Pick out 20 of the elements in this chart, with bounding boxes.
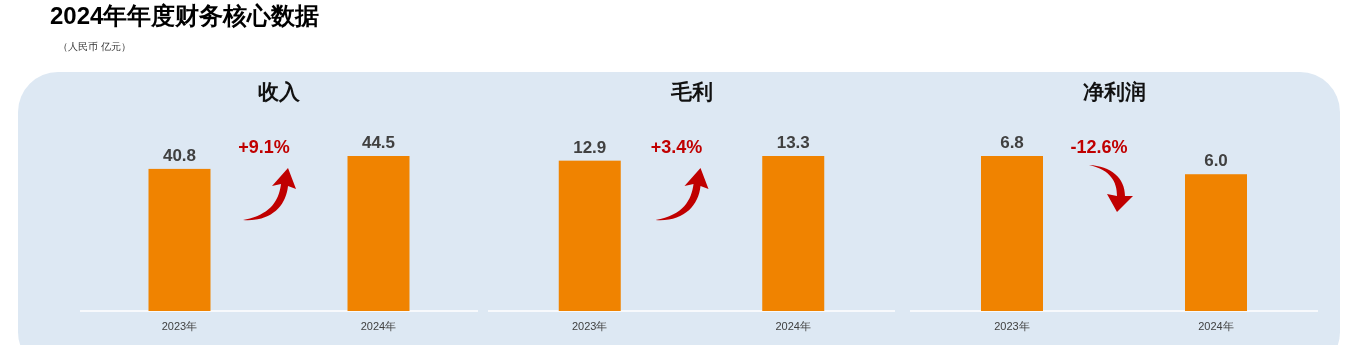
annotation: +3.4% <box>650 137 703 157</box>
text: （人民币 亿元） <box>58 41 131 52</box>
data-label: 12.9 <box>573 137 607 157</box>
x-tick-label: 2024年 <box>775 320 811 332</box>
annotation: -12.6% <box>1070 137 1128 157</box>
x-tick-label: 2023年 <box>161 320 198 332</box>
x-tick-label: 2024年 <box>360 320 397 332</box>
x-tick-label: 2024年 <box>1198 320 1234 332</box>
data-label: 6.8 <box>1000 133 1024 152</box>
x-tick-label: 2023年 <box>572 320 608 332</box>
chart-title: 毛利 <box>669 80 713 103</box>
x-tick-label: 2023年 <box>994 320 1030 332</box>
data-label: 6.0 <box>1204 151 1228 171</box>
chart-title: 收入 <box>258 80 301 103</box>
data-label: 44.5 <box>361 133 396 152</box>
chart-title: 净利润 <box>1082 80 1146 103</box>
data-label: 13.3 <box>776 133 810 152</box>
data-label: 40.8 <box>162 145 197 165</box>
text: 2024年年度财务核心数据 <box>50 2 320 29</box>
annotation: +9.1% <box>238 137 290 157</box>
